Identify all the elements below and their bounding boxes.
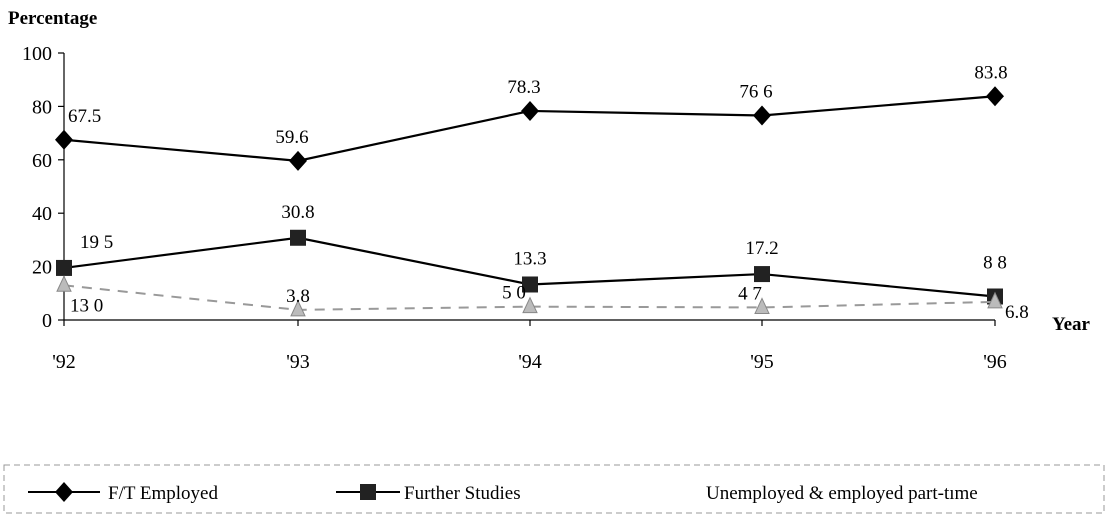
series-3: 13 0 3.8 5 0 4 7 6.8 xyxy=(56,275,1029,323)
data-point-triangle xyxy=(987,291,1003,309)
y-tick-label: 20 xyxy=(32,257,52,279)
data-label: 19 5 xyxy=(80,232,113,253)
data-label: 4 7 xyxy=(738,283,762,304)
data-point-diamond xyxy=(521,100,539,121)
y-tick-label: 0 xyxy=(42,310,52,332)
data-label: 78.3 xyxy=(507,77,540,98)
data-label: 8 8 xyxy=(983,253,1007,274)
y-tick-label: 100 xyxy=(22,43,52,65)
data-label: 5 0 xyxy=(502,283,526,304)
x-tick-label: '96 xyxy=(983,351,1007,373)
x-tick-label: '93 xyxy=(286,351,310,373)
data-point-diamond xyxy=(289,150,307,171)
data-point-triangle xyxy=(522,296,538,314)
data-point-diamond xyxy=(986,86,1004,107)
data-point-diamond xyxy=(55,482,73,502)
x-tick-label: '92 xyxy=(52,351,76,373)
legend-label: F/T Employed xyxy=(108,483,218,504)
data-point-square xyxy=(360,484,376,500)
series-line xyxy=(63,284,996,311)
data-point-diamond xyxy=(55,129,73,150)
data-point-triangle xyxy=(290,299,306,317)
data-label: 67.5 xyxy=(68,106,101,127)
data-point-square xyxy=(290,229,306,246)
data-point-triangle xyxy=(56,275,72,292)
data-point-triangle xyxy=(754,297,770,314)
y-tick-label: 40 xyxy=(32,203,52,225)
legend-label: Unemployed & employed part-tıme xyxy=(706,483,978,504)
y-tick-label: 60 xyxy=(32,150,52,172)
data-point-square xyxy=(522,276,538,293)
data-label: 83.8 xyxy=(974,62,1007,83)
axes: 0 20 40 60 80 100 '92 '93 '94 '95 '96 xyxy=(22,43,1007,373)
data-label: 3.8 xyxy=(286,286,310,307)
data-label: 6.8 xyxy=(1005,302,1029,323)
series-1: 67.5 59.6 78.3 76 6 83.8 xyxy=(55,62,1008,171)
x-tick-label: '94 xyxy=(518,351,542,373)
data-label: 76 6 xyxy=(739,81,772,102)
data-point-square xyxy=(56,259,72,276)
legend-label: Further Studies xyxy=(404,483,521,504)
y-axis-title: Percentage xyxy=(8,8,97,29)
series-2: 19 5 30.8 13.3 17.2 8 8 xyxy=(56,202,1007,305)
x-axis-title: Year xyxy=(1052,314,1091,335)
data-point-diamond xyxy=(753,105,771,126)
x-tick-label: '95 xyxy=(750,351,774,373)
legend-box xyxy=(3,464,1105,514)
y-tick-label: 80 xyxy=(32,96,52,118)
series-layer: 67.559.678.3 76 683.819 530.813.3 17.28 81… xyxy=(55,62,1029,323)
data-label: 17.2 xyxy=(745,238,778,259)
data-label: 30.8 xyxy=(281,202,314,223)
data-label: 13.3 xyxy=(513,248,546,269)
data-point-square xyxy=(754,266,770,283)
legend: F/T Employed Further Studies Unemployed & … xyxy=(3,464,1105,514)
data-label: 59.6 xyxy=(275,127,308,148)
data-label: 13 0 xyxy=(70,295,103,316)
